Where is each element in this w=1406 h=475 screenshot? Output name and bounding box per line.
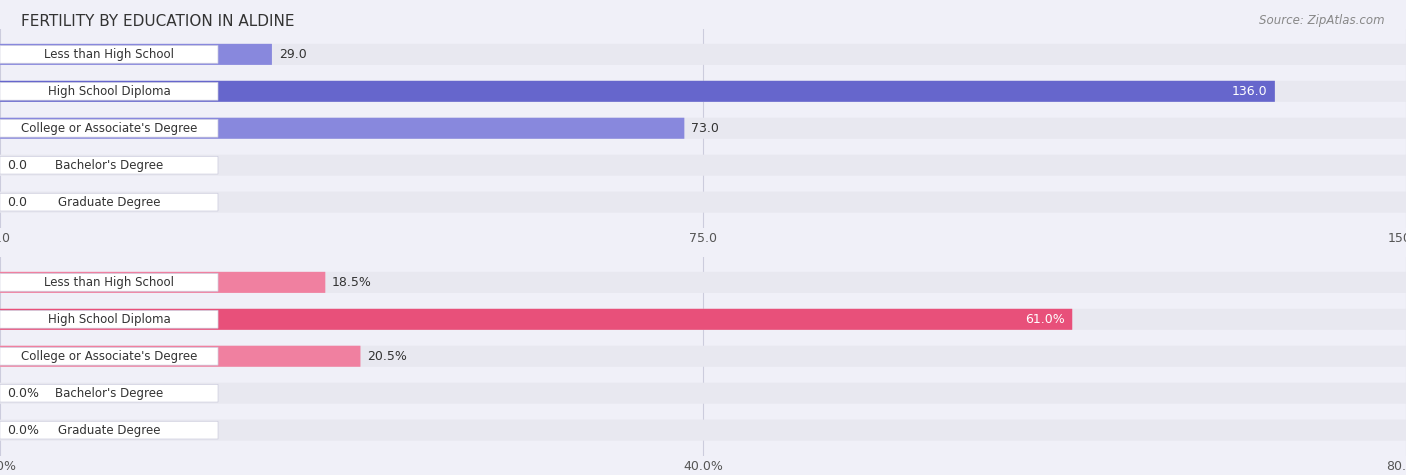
FancyBboxPatch shape: [0, 347, 218, 365]
FancyBboxPatch shape: [0, 193, 218, 211]
Text: Less than High School: Less than High School: [44, 276, 174, 289]
Text: Less than High School: Less than High School: [44, 48, 174, 61]
FancyBboxPatch shape: [0, 272, 1406, 293]
Text: FERTILITY BY EDUCATION IN ALDINE: FERTILITY BY EDUCATION IN ALDINE: [21, 14, 295, 29]
FancyBboxPatch shape: [0, 309, 1073, 330]
Text: Graduate Degree: Graduate Degree: [58, 196, 160, 209]
Text: Bachelor's Degree: Bachelor's Degree: [55, 159, 163, 171]
Text: Source: ZipAtlas.com: Source: ZipAtlas.com: [1260, 14, 1385, 27]
FancyBboxPatch shape: [0, 83, 218, 100]
Text: 29.0: 29.0: [278, 48, 307, 61]
FancyBboxPatch shape: [0, 44, 1406, 65]
FancyBboxPatch shape: [0, 81, 1406, 102]
FancyBboxPatch shape: [0, 383, 1406, 404]
Text: 0.0: 0.0: [7, 159, 27, 171]
Text: 73.0: 73.0: [692, 122, 718, 135]
Text: Bachelor's Degree: Bachelor's Degree: [55, 387, 163, 399]
Text: 0.0%: 0.0%: [7, 424, 39, 437]
FancyBboxPatch shape: [0, 46, 218, 63]
FancyBboxPatch shape: [0, 118, 1406, 139]
Text: High School Diploma: High School Diploma: [48, 313, 170, 326]
FancyBboxPatch shape: [0, 346, 1406, 367]
FancyBboxPatch shape: [0, 81, 1275, 102]
Text: 18.5%: 18.5%: [332, 276, 373, 289]
FancyBboxPatch shape: [0, 419, 1406, 441]
FancyBboxPatch shape: [0, 119, 218, 137]
Text: College or Associate's Degree: College or Associate's Degree: [21, 350, 197, 363]
FancyBboxPatch shape: [0, 118, 685, 139]
FancyBboxPatch shape: [0, 421, 218, 439]
FancyBboxPatch shape: [0, 155, 1406, 176]
FancyBboxPatch shape: [0, 274, 218, 291]
Text: 20.5%: 20.5%: [367, 350, 408, 363]
Text: High School Diploma: High School Diploma: [48, 85, 170, 98]
FancyBboxPatch shape: [0, 44, 271, 65]
Text: 0.0: 0.0: [7, 196, 27, 209]
Text: 136.0: 136.0: [1232, 85, 1268, 98]
FancyBboxPatch shape: [0, 309, 1406, 330]
FancyBboxPatch shape: [0, 272, 325, 293]
FancyBboxPatch shape: [0, 384, 218, 402]
FancyBboxPatch shape: [0, 191, 1406, 213]
Text: 0.0%: 0.0%: [7, 387, 39, 399]
FancyBboxPatch shape: [0, 156, 218, 174]
Text: Graduate Degree: Graduate Degree: [58, 424, 160, 437]
Text: College or Associate's Degree: College or Associate's Degree: [21, 122, 197, 135]
FancyBboxPatch shape: [0, 346, 360, 367]
FancyBboxPatch shape: [0, 311, 218, 328]
Text: 61.0%: 61.0%: [1025, 313, 1066, 326]
